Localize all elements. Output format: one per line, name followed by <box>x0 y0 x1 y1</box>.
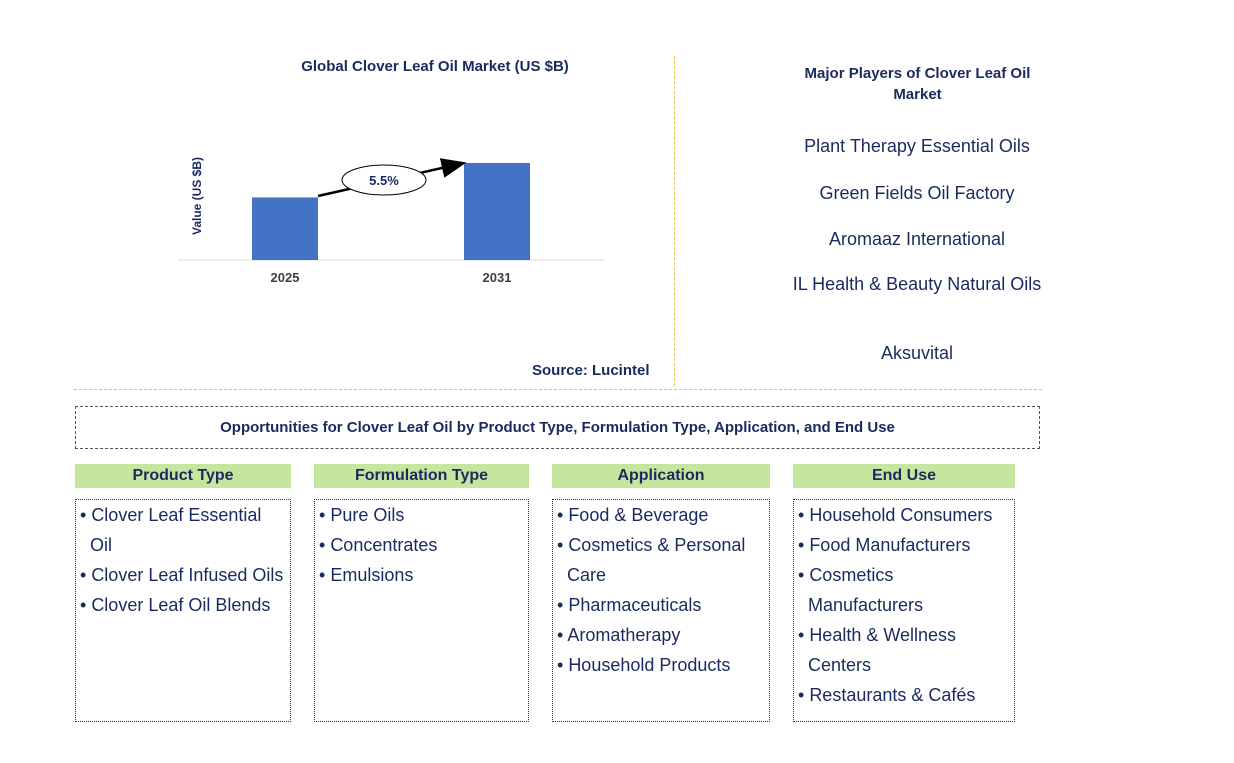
cagr-ellipse <box>341 164 427 196</box>
list-item: Emulsions <box>319 560 524 590</box>
chart-title: Global Clover Leaf Oil Market (US $B) <box>301 58 569 75</box>
list-item: Pure Oils <box>319 500 524 530</box>
opportunities-title: Opportunities for Clover Leaf Oil by Pro… <box>75 406 1040 449</box>
vertical-divider <box>674 56 675 386</box>
list-item: Clover Leaf Oil Blends <box>80 590 286 620</box>
player-item: IL Health & Beauty Natural Oils <box>792 274 1042 294</box>
list-item: Cosmetics & Personal Care <box>557 530 765 590</box>
bar-2031 <box>464 163 530 260</box>
player-item: Aksuvital <box>880 343 954 363</box>
bar-2025 <box>252 197 318 260</box>
list-item: Food Manufacturers <box>798 530 1010 560</box>
player-item: Aromaaz International <box>828 229 1006 249</box>
list-item: Restaurants & Cafés <box>798 680 1010 710</box>
list-item: Clover Leaf Essential Oil <box>80 500 286 560</box>
x-tick-label: 2031 <box>483 270 512 285</box>
player-item: Plant Therapy Essential Oils <box>804 136 1030 156</box>
category-header-application: Application <box>552 464 770 488</box>
list-item: Cosmetics Manufacturers <box>798 560 1010 620</box>
category-box-formulation-type: Pure Oils Concentrates Emulsions <box>314 499 529 722</box>
list-item: Household Products <box>557 650 765 680</box>
list-item: Household Consumers <box>798 500 1010 530</box>
cagr-label: 5.5% <box>369 173 399 188</box>
players-title: Major Players of Clover Leaf Oil Market <box>804 65 1031 103</box>
list-item: Pharmaceuticals <box>557 590 765 620</box>
list-item: Health & Wellness Centers <box>798 620 1010 680</box>
category-header-end-use: End Use <box>793 464 1015 488</box>
list-item: Concentrates <box>319 530 524 560</box>
source-label: Source: Lucintel <box>532 362 650 379</box>
category-box-product-type: Clover Leaf Essential Oil Clover Leaf In… <box>75 499 291 722</box>
bar-chart: Value (US $B) 2025 2031 5.5% <box>178 157 604 285</box>
x-tick-label: 2025 <box>271 270 300 285</box>
category-header-formulation-type: Formulation Type <box>314 464 529 488</box>
list-item: Food & Beverage <box>557 500 765 530</box>
category-header-product-type: Product Type <box>75 464 291 488</box>
list-item: Clover Leaf Infused Oils <box>80 560 286 590</box>
list-item: Aromatherapy <box>557 620 765 650</box>
category-box-application: Food & Beverage Cosmetics & Personal Car… <box>552 499 770 722</box>
player-item: Green Fields Oil Factory <box>819 183 1015 203</box>
horizontal-divider <box>74 389 1042 390</box>
category-box-end-use: Household Consumers Food Manufacturers C… <box>793 499 1015 722</box>
y-axis-label: Value (US $B) <box>190 157 204 235</box>
